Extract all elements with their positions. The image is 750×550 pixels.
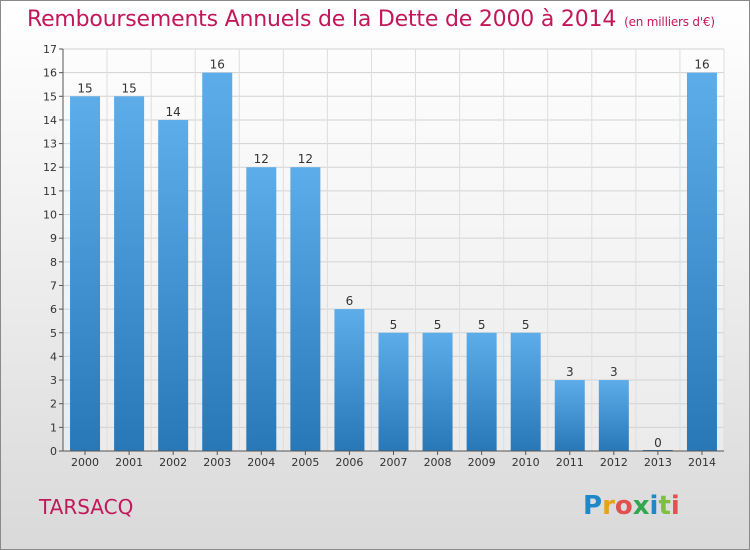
- bar: [598, 380, 629, 451]
- y-tick-label: 2: [50, 398, 57, 411]
- logo-letter: i: [670, 491, 680, 521]
- bar: [686, 72, 717, 451]
- town-name: TARSACQ: [39, 495, 134, 519]
- bar: [554, 380, 585, 451]
- x-tick-label: 2004: [247, 456, 275, 469]
- y-tick-label: 1: [50, 421, 57, 434]
- x-tick-label: 2005: [291, 456, 319, 469]
- y-tick-label: 15: [43, 90, 57, 103]
- x-tick-label: 2009: [468, 456, 496, 469]
- y-tick-label: 10: [43, 209, 57, 222]
- bar: [202, 72, 233, 451]
- bar-value-label: 0: [654, 436, 662, 450]
- x-tick-label: 2006: [335, 456, 363, 469]
- x-tick-label: 2012: [600, 456, 628, 469]
- y-tick-label: 3: [50, 374, 57, 387]
- bar-value-label: 12: [298, 152, 313, 166]
- bar: [246, 167, 277, 451]
- y-tick-label: 14: [43, 114, 57, 127]
- y-tick-label: 17: [43, 43, 57, 56]
- x-tick-label: 2002: [159, 456, 187, 469]
- bar: [70, 96, 101, 451]
- x-tick-label: 2003: [203, 456, 231, 469]
- x-tick-label: 2010: [512, 456, 540, 469]
- proxiti-logo: Proxiti: [583, 491, 680, 521]
- logo-letter: i: [649, 491, 659, 521]
- logo-letter: o: [614, 491, 633, 521]
- chart-title: Remboursements Annuels de la Dette de 20…: [27, 7, 715, 32]
- bar-value-label: 16: [694, 58, 709, 72]
- bar: [422, 332, 453, 451]
- bar: [510, 332, 541, 451]
- bar-value-label: 5: [478, 318, 486, 332]
- y-tick-label: 5: [50, 327, 57, 340]
- bar-value-label: 5: [390, 318, 398, 332]
- bar: [114, 96, 145, 451]
- y-tick-label: 6: [50, 303, 57, 316]
- logo-letter: x: [632, 491, 650, 521]
- x-tick-label: 2007: [380, 456, 408, 469]
- chart-subtitle: (en milliers d'€): [624, 15, 715, 29]
- bar: [378, 332, 409, 451]
- x-tick-label: 2013: [644, 456, 672, 469]
- logo-letter: P: [583, 491, 603, 521]
- bar-value-label: 16: [210, 58, 225, 72]
- bars: 15 15 14 16 12 12 6 5 5 5 5 3 3 0 16: [70, 58, 717, 452]
- x-tick-label: 2001: [115, 456, 143, 469]
- x-tick-label: 2014: [688, 456, 716, 469]
- y-tick-label: 12: [43, 161, 57, 174]
- chart-title-text: Remboursements Annuels de la Dette de 20…: [27, 7, 617, 32]
- bar: [158, 119, 189, 452]
- logo-letter: r: [602, 491, 615, 521]
- bar-value-label: 3: [566, 365, 574, 379]
- x-tick-label: 2011: [556, 456, 584, 469]
- bar-value-label: 14: [166, 105, 181, 119]
- bar: [334, 309, 365, 451]
- bar: [466, 332, 497, 451]
- y-tick-label: 7: [50, 279, 57, 292]
- y-tick-label: 0: [50, 445, 57, 458]
- x-tick-label: 2000: [71, 456, 99, 469]
- x-tick-label: 2008: [424, 456, 452, 469]
- bar-value-label: 15: [77, 81, 92, 95]
- y-tick-label: 8: [50, 256, 57, 269]
- bar-value-label: 6: [346, 294, 354, 308]
- bar-value-label: 12: [254, 152, 269, 166]
- y-tick-label: 9: [50, 232, 57, 245]
- bar-value-label: 5: [434, 318, 442, 332]
- y-tick-label: 16: [43, 67, 57, 80]
- bar-value-label: 3: [610, 365, 618, 379]
- y-tick-label: 4: [50, 350, 57, 363]
- y-tick-label: 13: [43, 138, 57, 151]
- bar: [290, 167, 321, 451]
- y-tick-label: 11: [43, 185, 57, 198]
- bar-value-label: 5: [522, 318, 530, 332]
- bar-value-label: 15: [121, 81, 136, 95]
- logo-letter: t: [658, 491, 671, 521]
